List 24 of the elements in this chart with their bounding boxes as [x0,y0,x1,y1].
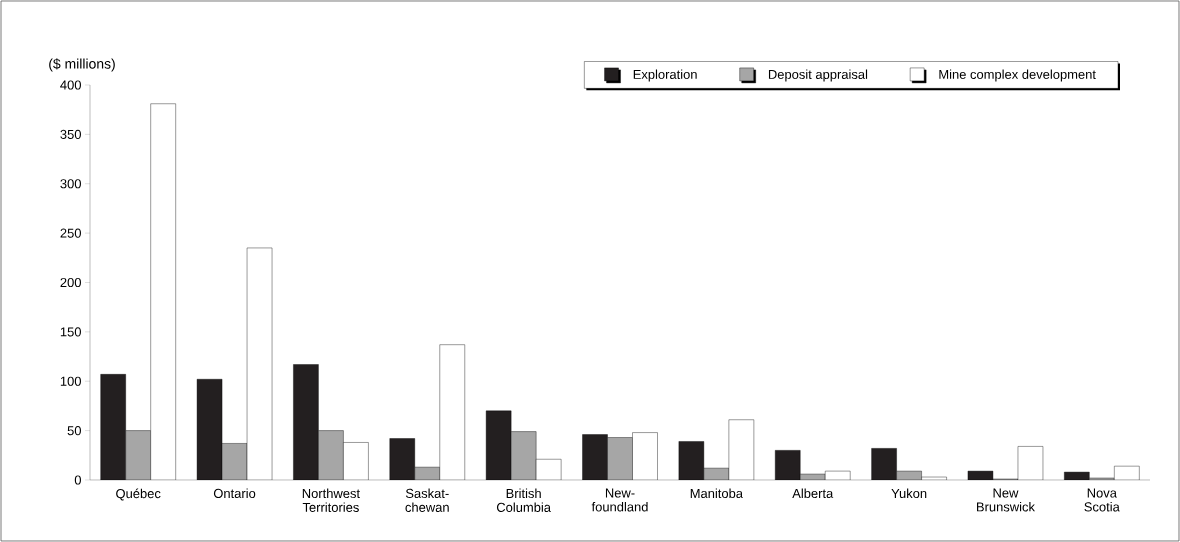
legend-label: Mine complex development [939,69,1096,82]
y-tick-label: 250 [60,228,81,238]
x-tick-label: Alberta [792,488,834,499]
y-tick-label: 350 [60,129,81,139]
x-tick-label: Northwest Territories [302,488,360,512]
x-tick-label: Québec [116,488,161,501]
legend-label: Deposit appraisal [768,69,868,82]
y-tick-label: 100 [60,376,81,386]
x-tick-label: New Brunswick [977,488,1035,512]
y-axis-title: ($ millions) [49,58,115,72]
y-tick-label: 400 [60,80,81,90]
legend-label: Exploration [633,69,697,82]
y-tick-label: 300 [60,179,81,189]
x-tick-label: New-foundland [591,488,648,512]
x-tick-label: British Columbia [496,488,551,512]
y-tick-label: 150 [60,327,81,337]
x-tick-label: Yukon [891,488,927,499]
x-tick-label: Nova Scotia [1084,488,1120,512]
y-tick-label: 0 [74,475,81,485]
x-tick-label: Manitoba [690,488,743,499]
x-tick-label: Saskat-chewan [405,488,449,512]
y-tick-label: 200 [60,277,81,288]
x-tick-label: Ontario [213,488,256,499]
y-tick-label: 50 [67,426,81,436]
